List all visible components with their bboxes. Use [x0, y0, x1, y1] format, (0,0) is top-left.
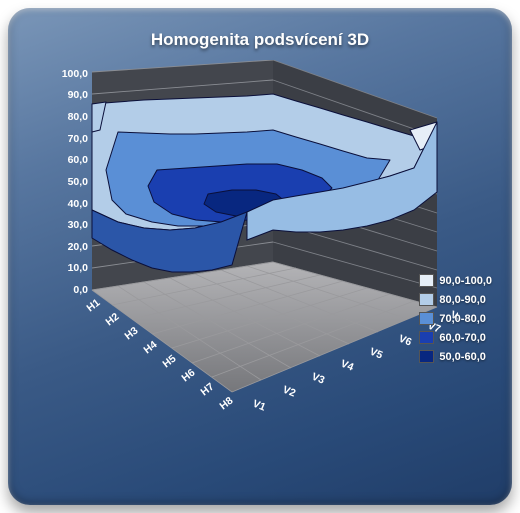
legend-item: 70,0-80,0 — [419, 310, 492, 327]
svg-text:H6: H6 — [179, 367, 197, 385]
svg-text:90,0: 90,0 — [68, 89, 89, 101]
legend-item: 90,0-100,0 — [419, 272, 492, 289]
legend-label: 90,0-100,0 — [439, 275, 492, 287]
svg-text:H8: H8 — [217, 395, 235, 413]
svg-text:V3: V3 — [310, 371, 327, 387]
svg-text:80,0: 80,0 — [68, 111, 89, 123]
legend-swatch — [419, 312, 434, 325]
svg-text:60,0: 60,0 — [68, 154, 89, 166]
legend-swatch — [419, 331, 434, 344]
svg-text:H3: H3 — [122, 325, 140, 343]
chart-card: Homogenita podsvícení 3D — [8, 8, 512, 505]
surface-3d-plot: 0,0 10,0 20,0 30,0 40,0 50,0 60,0 70,0 8… — [42, 60, 458, 460]
svg-text:20,0: 20,0 — [68, 241, 89, 253]
svg-text:40,0: 40,0 — [68, 198, 89, 210]
chart-title: Homogenita podsvícení 3D — [8, 30, 512, 50]
svg-text:V1: V1 — [251, 398, 268, 414]
legend-item: 50,0-60,0 — [419, 348, 492, 365]
legend-swatch — [419, 350, 434, 363]
legend-label: 80,0-90,0 — [439, 294, 485, 306]
svg-text:H2: H2 — [103, 311, 121, 329]
svg-text:50,0: 50,0 — [68, 176, 89, 188]
svg-text:V4: V4 — [339, 358, 356, 374]
svg-text:V6: V6 — [397, 333, 414, 349]
svg-text:0,0: 0,0 — [73, 284, 88, 296]
svg-text:30,0: 30,0 — [68, 219, 89, 231]
z-axis-ticks: 0,0 10,0 20,0 30,0 40,0 50,0 60,0 70,0 8… — [62, 68, 88, 296]
svg-text:H7: H7 — [198, 381, 216, 399]
svg-text:H5: H5 — [160, 353, 178, 371]
svg-text:10,0: 10,0 — [68, 262, 89, 274]
legend-label: 50,0-60,0 — [439, 351, 485, 363]
legend-swatch — [419, 293, 434, 306]
legend-item: 80,0-90,0 — [419, 291, 492, 308]
legend-label: 70,0-80,0 — [439, 313, 485, 325]
svg-text:V5: V5 — [368, 346, 385, 362]
svg-text:70,0: 70,0 — [68, 133, 89, 145]
svg-text:100,0: 100,0 — [62, 68, 88, 80]
svg-text:V2: V2 — [281, 384, 298, 400]
svg-text:H1: H1 — [84, 297, 102, 315]
legend: 90,0-100,0 80,0-90,0 70,0-80,0 60,0-70,0… — [419, 270, 492, 367]
svg-text:H4: H4 — [141, 339, 159, 357]
legend-swatch — [419, 274, 434, 287]
legend-item: 60,0-70,0 — [419, 329, 492, 346]
legend-label: 60,0-70,0 — [439, 332, 485, 344]
